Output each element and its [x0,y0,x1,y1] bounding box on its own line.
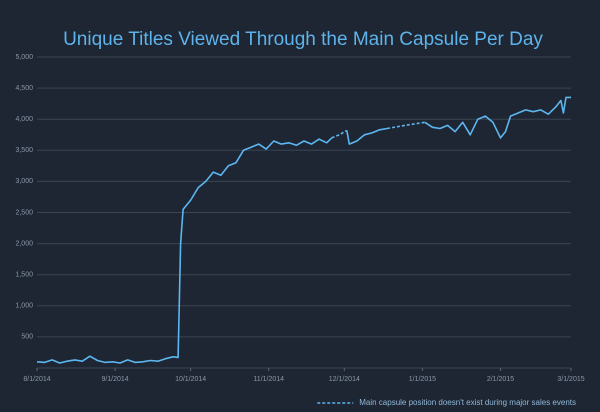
x-tick-label: 3/1/2015 [557,376,584,383]
legend-label: Main capsule position doesn't exist duri… [359,398,576,407]
dashed-line [386,121,426,130]
x-tick-label: 2/1/2015 [487,376,514,383]
y-tick-label: 4,500 [15,85,33,92]
x-tick-label: 12/1/2014 [329,376,360,383]
x-tick-label: 11/1/2014 [253,376,284,383]
x-tick-label: 9/1/2014 [101,376,128,383]
y-tick-label: 3,000 [15,178,33,185]
y-tick-label: 500 [21,334,33,341]
y-tick-label: 5,000 [15,54,33,61]
y-tick-label: 2,000 [15,240,33,247]
line [36,137,333,364]
x-tick-label: 1/1/2015 [409,376,436,383]
y-tick-label: 2,500 [15,209,33,216]
line [424,96,571,139]
y-tick-label: 3,500 [15,147,33,154]
chart-title: Unique Titles Viewed Through the Main Ca… [63,29,543,50]
x-tick-label: 10/1/2014 [175,376,206,383]
dashed-line [331,129,348,139]
x-tick-label: 8/1/2014 [23,376,50,383]
y-tick-label: 1,000 [15,303,33,310]
y-tick-label: 1,500 [15,272,33,279]
y-tick-label: 4,000 [15,116,33,123]
line [346,127,388,145]
